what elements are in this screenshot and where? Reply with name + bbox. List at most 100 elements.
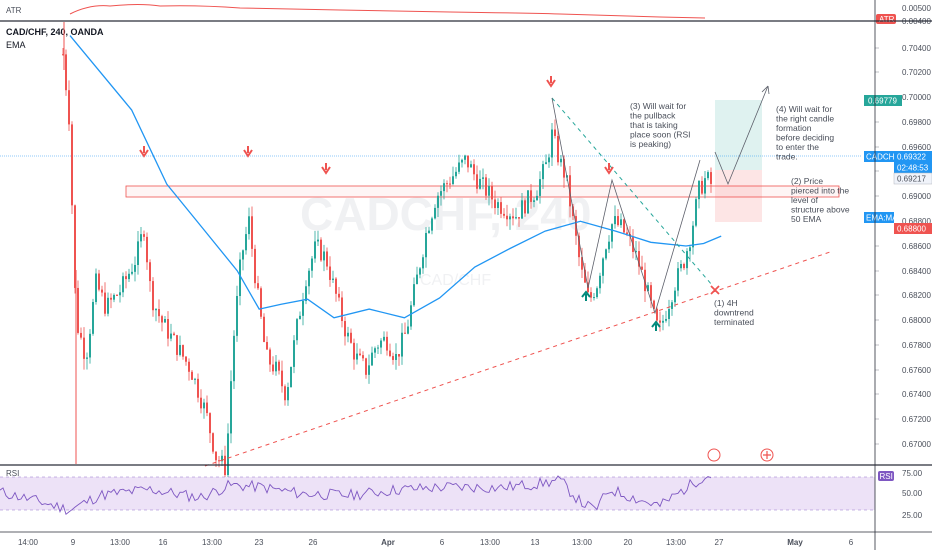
- candle-body: [350, 332, 352, 343]
- price-tick-label: 0.67200: [902, 415, 931, 424]
- candle-body: [596, 288, 598, 298]
- ema-tag-text: EMA:MA: [866, 214, 898, 223]
- candle-body: [491, 185, 493, 200]
- annotation-line: (1) 4H: [714, 298, 738, 308]
- candle-body: [176, 335, 178, 355]
- annotation-line: (2) Price: [791, 176, 823, 186]
- time-tick-label: 13:00: [572, 538, 593, 547]
- structure-zone: [125, 185, 840, 198]
- candle-body: [416, 274, 418, 285]
- candle-body: [305, 286, 307, 302]
- entry-price-text: 0.69217: [897, 175, 926, 184]
- candle-body: [686, 251, 688, 269]
- price-axis[interactable]: 0.704000.702000.700000.698000.696000.694…: [875, 44, 931, 449]
- candle-body: [461, 159, 463, 163]
- time-axis[interactable]: 14:00 9 13:00 16 13:00 23 26 Apr 6 13:00 13 13:00 20…: [18, 538, 854, 547]
- candle-body: [191, 371, 193, 380]
- candle-body: [404, 332, 406, 334]
- candle-body: [299, 315, 301, 320]
- candle-body: [659, 320, 661, 323]
- symbol-tag: [864, 151, 894, 162]
- candle-body: [194, 378, 196, 380]
- candle-body: [137, 241, 139, 265]
- candle-body: [155, 309, 157, 311]
- candle-body: [560, 158, 562, 163]
- candle-body: [602, 258, 604, 276]
- candle-body: [593, 297, 595, 299]
- candle-body: [584, 269, 586, 283]
- candle-body: [341, 297, 343, 322]
- candle-body: [644, 269, 646, 292]
- candle-body: [146, 236, 148, 263]
- rsi-label: RSI: [6, 469, 19, 478]
- rsi-panel[interactable]: RSI RSI 75.00 50.00 25.00: [0, 469, 923, 520]
- candle-body: [647, 285, 649, 292]
- time-tick-label: 6: [849, 538, 854, 547]
- candle-body: [599, 275, 601, 289]
- candle-body: [200, 397, 202, 409]
- candle-body: [302, 301, 304, 316]
- candle-body: [530, 190, 532, 202]
- candle-body: [278, 361, 280, 371]
- alert-icon[interactable]: [760, 448, 774, 462]
- candle-body: [623, 219, 625, 233]
- candle-body: [152, 281, 154, 311]
- price-tick-label: 0.67600: [902, 366, 931, 375]
- candle-body: [671, 302, 673, 309]
- candle-body: [707, 172, 709, 179]
- annotation-line: structure above: [791, 205, 850, 215]
- candle-body: [131, 271, 133, 274]
- candle-body: [272, 364, 274, 372]
- candle-body: [83, 337, 85, 359]
- candle-body: [527, 190, 529, 214]
- candle-body: [428, 230, 430, 233]
- candle-body: [218, 460, 220, 462]
- candle-body: [626, 232, 628, 235]
- candle-body: [62, 54, 64, 56]
- price-tick-label: 0.69000: [902, 192, 931, 201]
- price-tick-label: 0.70400: [902, 44, 931, 53]
- candle-body: [143, 234, 145, 237]
- candle-body: [395, 353, 397, 360]
- candle-body: [665, 318, 667, 321]
- candle-body: [377, 347, 379, 349]
- candle-body: [419, 268, 421, 275]
- alert-plus-glyph: [763, 451, 771, 459]
- candle-body: [326, 251, 328, 267]
- candle-body: [206, 402, 208, 414]
- candle-body: [110, 297, 112, 300]
- candle-body: [557, 135, 559, 163]
- time-tick-label: May: [787, 538, 803, 547]
- candle-body: [251, 216, 253, 249]
- stop-price-text: 0.68800: [897, 225, 926, 234]
- candle-body: [545, 162, 547, 165]
- candle-body: [119, 292, 121, 296]
- event-icon[interactable]: [707, 448, 721, 462]
- candle-body: [515, 217, 517, 219]
- support-trendline: [204, 251, 831, 467]
- candle-body: [317, 239, 319, 242]
- candle-body: [344, 321, 346, 337]
- rsi-tick-1: 50.00: [902, 489, 923, 498]
- annotation-line: place soon (RSI: [630, 130, 690, 140]
- price-tick-label: 0.68600: [902, 242, 931, 251]
- annotation-line: to enter the: [776, 142, 819, 152]
- candle-body: [164, 319, 166, 323]
- candle-body: [365, 358, 367, 375]
- candle-body: [95, 273, 97, 302]
- annotation-line: is peaking): [630, 139, 671, 149]
- candle-body: [275, 361, 277, 372]
- candle-body: [68, 90, 70, 125]
- candle-body: [287, 387, 289, 401]
- annotation-line: (4) Will wait for: [776, 104, 832, 114]
- candle-body: [128, 273, 130, 280]
- profit-zone: [715, 100, 762, 170]
- candle-body: [230, 381, 232, 434]
- candle-body: [86, 357, 88, 359]
- up-arrow-icon: [651, 320, 661, 331]
- candle-body: [65, 54, 67, 91]
- candle-body: [680, 263, 682, 269]
- candle-body: [701, 180, 703, 194]
